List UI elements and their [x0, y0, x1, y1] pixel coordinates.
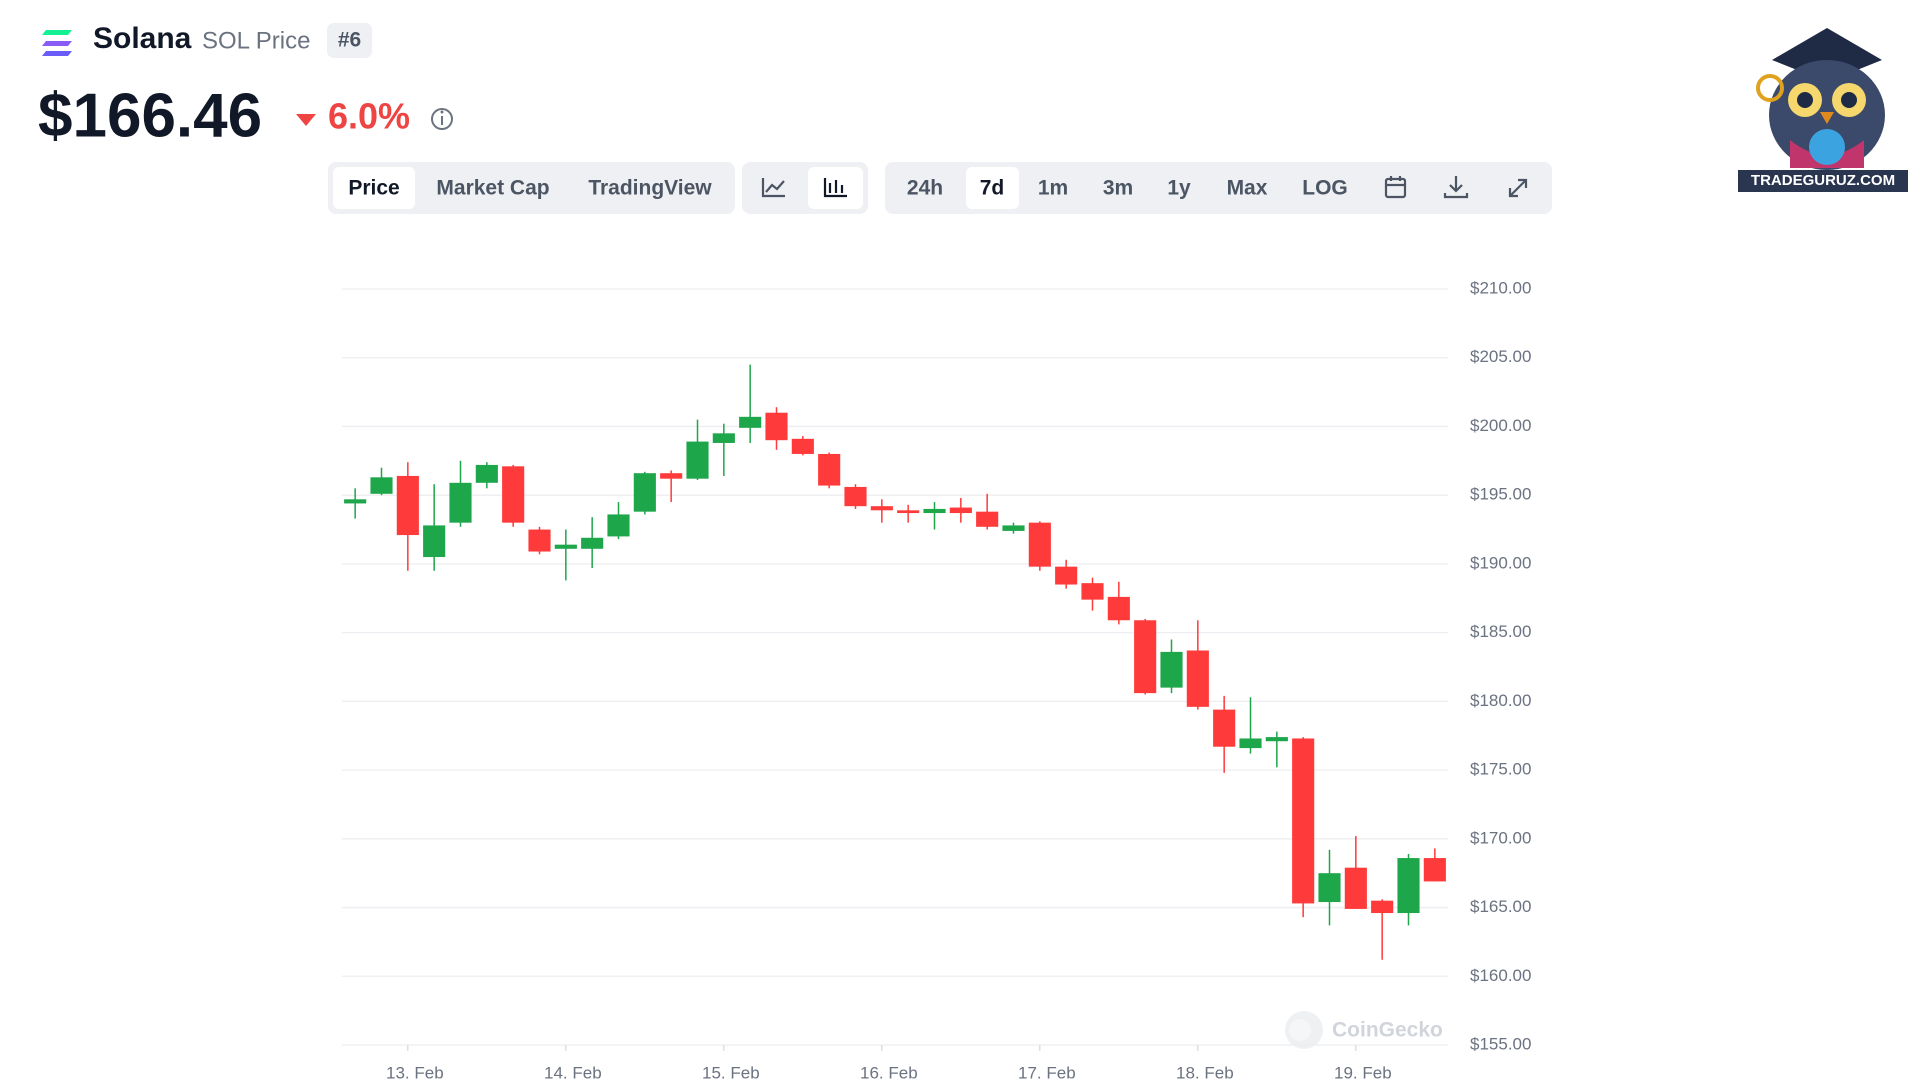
fullscreen-button[interactable] — [1508, 178, 1528, 198]
y-tick-label: $180.00 — [1470, 691, 1531, 710]
candle-body — [1371, 900, 1394, 914]
brand-name: TRADEGURUZ.COM — [1751, 172, 1895, 189]
candle-body — [712, 433, 735, 443]
candle-body — [1134, 620, 1157, 694]
candle-body — [791, 438, 814, 454]
candle-body — [949, 507, 972, 514]
candle-body — [370, 477, 393, 494]
range-tab[interactable]: 1y — [1167, 177, 1191, 200]
candle-body — [844, 486, 867, 507]
candle-body — [344, 499, 367, 504]
candle-body — [502, 466, 525, 523]
candle-body — [923, 508, 946, 514]
candle-body — [475, 464, 498, 483]
x-tick-label: 15. Feb — [702, 1063, 760, 1080]
candle-body — [1239, 738, 1262, 749]
coin-logo — [42, 30, 72, 56]
y-tick-label: $155.00 — [1470, 1034, 1531, 1053]
calendar-button[interactable] — [1384, 176, 1407, 199]
candle-body — [1160, 651, 1183, 688]
candle-body — [976, 511, 999, 527]
y-tick-label: $160.00 — [1470, 966, 1531, 985]
candle-body — [554, 544, 577, 549]
candle-body — [660, 473, 683, 479]
candle-body — [1186, 650, 1209, 707]
view-tab[interactable]: TradingView — [588, 177, 712, 200]
x-tick-label: 16. Feb — [860, 1063, 918, 1080]
range-tab[interactable]: LOG — [1302, 177, 1348, 200]
selected-range — [966, 167, 1019, 209]
y-tick-label: $210.00 — [1470, 278, 1531, 297]
range-tab[interactable]: Max — [1227, 177, 1268, 200]
price-change: 6.0% — [328, 96, 410, 137]
candle-body — [870, 506, 893, 511]
y-tick-label: $200.00 — [1470, 416, 1531, 435]
candle-body — [1107, 596, 1130, 621]
range-tab[interactable]: 3m — [1103, 177, 1133, 200]
candle-body — [739, 416, 762, 428]
brand-logo — [1738, 28, 1908, 192]
x-tick-label: 18. Feb — [1176, 1063, 1234, 1080]
candle-body — [607, 514, 630, 537]
y-tick-label: $170.00 — [1470, 828, 1531, 847]
x-tick-label: 13. Feb — [386, 1063, 444, 1080]
view-tab[interactable]: Market Cap — [436, 177, 549, 200]
candle-body — [1318, 873, 1341, 903]
candle-body — [1265, 737, 1288, 742]
candle-body — [396, 475, 419, 536]
view-group — [328, 162, 735, 214]
candle-body — [1423, 858, 1446, 882]
y-tick-label: $195.00 — [1470, 485, 1531, 504]
coin-rank: #6 — [338, 29, 361, 52]
watermark: CoinGecko — [1332, 1019, 1443, 1042]
candle-body — [1292, 738, 1315, 904]
line-chart-button[interactable] — [761, 178, 785, 198]
y-tick-label: $205.00 — [1470, 347, 1531, 366]
candle-body — [897, 510, 920, 514]
y-tick-label: $190.00 — [1470, 553, 1531, 572]
y-tick-label: $165.00 — [1470, 897, 1531, 916]
info-icon[interactable] — [431, 108, 453, 130]
candle-body — [449, 482, 472, 523]
candle-body — [765, 412, 788, 441]
down-arrow — [296, 114, 316, 126]
candle-body — [423, 525, 446, 558]
x-tick-label: 19. Feb — [1334, 1063, 1392, 1080]
price: $166.46 — [38, 81, 262, 150]
view-tab[interactable]: Price — [348, 177, 399, 200]
y-tick-label: $175.00 — [1470, 760, 1531, 779]
coin-subtitle: SOL Price — [202, 27, 310, 54]
candle-body — [686, 441, 709, 479]
range-tab[interactable]: 24h — [907, 177, 943, 200]
selected-tab — [333, 167, 415, 209]
coin-name: Solana — [93, 22, 192, 55]
candle-body — [1028, 522, 1051, 567]
candle-chart-button[interactable] — [823, 178, 847, 198]
x-tick-label: 17. Feb — [1018, 1063, 1076, 1080]
candle-body — [1002, 525, 1025, 531]
rank-badge — [327, 23, 372, 58]
candle-body — [1397, 858, 1420, 914]
candle-body — [633, 473, 656, 512]
watermark-logo — [1285, 1011, 1323, 1049]
candle-body — [818, 453, 841, 486]
candle-body — [1344, 867, 1367, 909]
download-button[interactable] — [1443, 176, 1469, 199]
range-group — [885, 162, 1552, 214]
candle-body — [1081, 583, 1104, 600]
candle-body — [1055, 566, 1078, 585]
candle-body — [581, 537, 604, 549]
range-tab[interactable]: 1m — [1038, 177, 1068, 200]
candle-body — [1213, 709, 1236, 747]
candle-body — [528, 529, 551, 552]
x-tick-label: 14. Feb — [544, 1063, 602, 1080]
y-tick-label: $185.00 — [1470, 622, 1531, 641]
range-tab[interactable]: 7d — [980, 177, 1005, 200]
